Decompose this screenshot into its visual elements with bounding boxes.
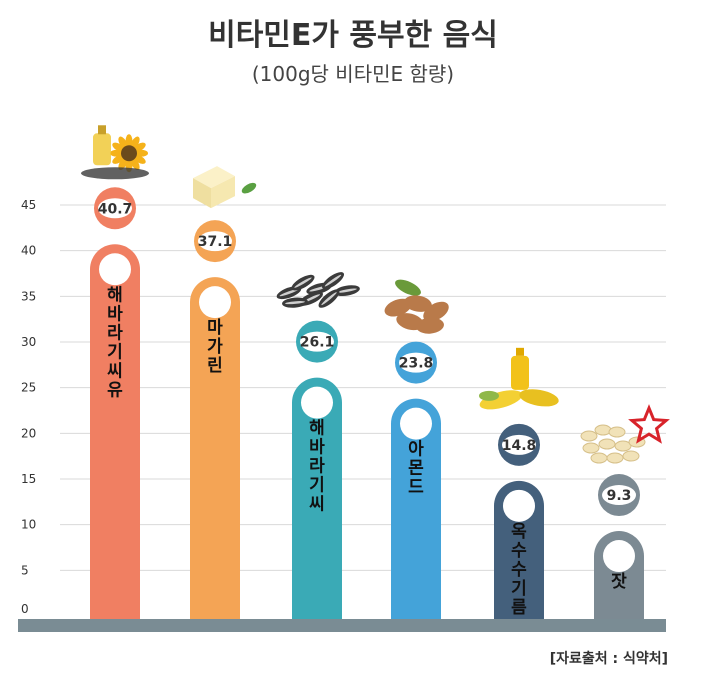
y-tick-label: 40 (21, 244, 36, 258)
value-badge-inner (198, 231, 232, 252)
value-badge-inner (602, 485, 636, 506)
pine-nut-icon (580, 404, 670, 464)
almond-icon (384, 279, 449, 334)
y-tick-label: 15 (21, 472, 36, 486)
y-tick-label: 20 (21, 426, 36, 440)
bar-group: 잣 9.3 (580, 404, 670, 619)
y-tick-label: 0 (21, 602, 29, 616)
bar-group: 해 바 라 기 씨 26.1 (276, 272, 360, 619)
y-tick-label: 5 (21, 563, 29, 577)
y-tick-label: 45 (21, 198, 36, 212)
value-label: 40.7 (98, 201, 133, 217)
bar-dot (400, 407, 432, 440)
value-badge-inner (399, 352, 433, 373)
value-label: 26.1 (300, 335, 335, 351)
bar-dot (603, 540, 635, 573)
value-badge-inner (502, 434, 536, 455)
bar-group: 아 몬 드 23.8 (384, 279, 449, 619)
value-label: 14.8 (502, 438, 537, 454)
chart-subtitle: (100g당 비타민E 함량) (251, 62, 455, 86)
source-note: [자료출처 : 식약처] (549, 651, 668, 667)
sunflower-seeds-icon (276, 272, 360, 308)
baseline-bar (18, 619, 666, 632)
bar (190, 277, 240, 619)
y-tick-label: 30 (21, 335, 36, 349)
bar (90, 244, 140, 620)
bar-dot (503, 489, 535, 522)
chart-title: 비타민E가 풍부한 음식 (208, 18, 498, 53)
value-label: 9.3 (607, 488, 632, 504)
bars: 해 바 라 기 씨 유 40.7 마 가 린 37.1 해 바 라 기 씨 26.1 아 몬 드 23.8 옥 수 수 기 름 14… (81, 125, 670, 620)
bar-dot (199, 286, 231, 319)
value-label: 37.1 (198, 234, 233, 250)
bar-group: 옥 수 수 기 름 14.8 (479, 347, 559, 619)
corn-oil-icon (479, 347, 559, 410)
category-label: 잣 (611, 572, 627, 592)
y-tick-label: 25 (21, 381, 36, 395)
sunflower-oil-icon (81, 125, 149, 180)
margarine-icon (193, 166, 257, 209)
y-tick-label: 35 (21, 289, 36, 303)
bar-group: 해 바 라 기 씨 유 40.7 (81, 125, 149, 620)
y-tick-label: 10 (21, 518, 36, 532)
bar-group: 마 가 린 37.1 (190, 166, 257, 619)
grid (60, 204, 666, 571)
bar (391, 398, 441, 619)
y-axis: 0 5 10 15 20 25 30 35 40 45 (21, 198, 36, 616)
value-badge-inner (300, 331, 334, 352)
bar (292, 377, 342, 619)
value-badge-inner (98, 198, 132, 219)
bar-dot (301, 386, 333, 419)
bar-dot (99, 253, 131, 286)
value-label: 23.8 (399, 356, 434, 372)
